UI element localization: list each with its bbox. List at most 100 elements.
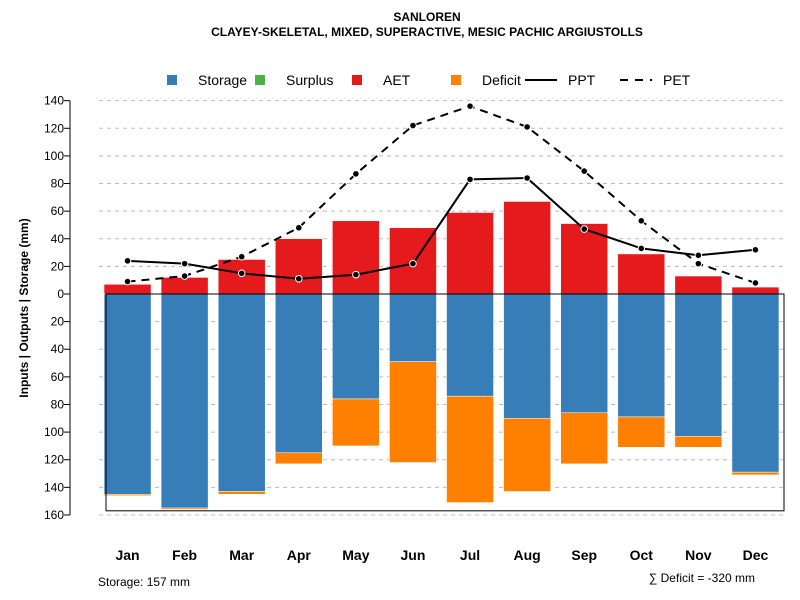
x-tick-label: Jun <box>401 547 426 563</box>
y-tick-label: 80 <box>51 177 65 191</box>
y-axis-label: Inputs | Outputs | Storage (mm) <box>17 218 31 397</box>
ppt-point <box>523 174 531 182</box>
x-tick-label: Apr <box>287 547 312 563</box>
y-tick-label: 140 <box>44 480 64 494</box>
storage-bar <box>674 293 723 437</box>
y-tick-label: 160 <box>44 508 64 522</box>
y-tick-label: 60 <box>51 370 65 384</box>
legend-swatch-deficit <box>451 75 461 85</box>
storage-bar <box>217 293 266 492</box>
deficit-bar <box>275 452 323 465</box>
deficit-bar <box>674 435 723 448</box>
y-tick-label: 80 <box>51 397 65 411</box>
legend-label-aet: AET <box>383 72 411 88</box>
storage-bar <box>389 293 437 362</box>
axes: 140 120 100 80 60 40 20 0 20 40 60 80 100 120 140 160 Ja… <box>44 94 769 563</box>
ppt-point <box>694 251 703 260</box>
x-tick-label: Jul <box>460 547 480 563</box>
storage-bar <box>617 293 666 418</box>
pet-point <box>123 277 132 286</box>
pet-point <box>409 121 417 130</box>
y-tick-label: 40 <box>51 342 65 356</box>
pet-point <box>352 170 360 178</box>
storage-bar <box>160 293 209 509</box>
legend-label-pet: PET <box>663 72 691 88</box>
legend-swatch-aet <box>352 75 362 85</box>
y-tick-label: 40 <box>51 232 65 246</box>
deficit-bar <box>731 471 780 476</box>
ppt-point <box>352 270 360 279</box>
pet-point <box>580 167 589 175</box>
chart-title: SANLOREN <box>393 10 460 24</box>
storage-bar <box>446 293 494 397</box>
lines <box>123 102 760 287</box>
x-tick-label: May <box>342 547 369 563</box>
deficit-sum-note: ∑ Deficit = -320 mm <box>649 571 755 585</box>
y-tick-label: 120 <box>44 121 64 135</box>
pet-point <box>637 217 646 225</box>
pet-line <box>127 105 756 284</box>
pet-point <box>466 102 474 110</box>
ppt-point <box>580 225 589 233</box>
aet-bar <box>674 275 723 295</box>
legend-swatch-storage <box>167 75 177 85</box>
ppt-point <box>237 269 246 278</box>
legend-label-deficit: Deficit <box>482 72 521 88</box>
x-tick-label: Feb <box>172 547 197 563</box>
pet-point <box>751 279 760 287</box>
y-tick-label: 0 <box>57 287 64 301</box>
storage-bar <box>275 293 323 454</box>
ppt-point <box>409 259 417 268</box>
ppt-point <box>180 259 189 268</box>
ppt-point <box>637 244 646 253</box>
legend-swatch-surplus <box>255 75 265 85</box>
aet-bar <box>503 201 551 295</box>
deficit-bar <box>103 493 152 496</box>
deficit-bar <box>446 395 494 503</box>
ppt-point <box>466 175 474 184</box>
x-tick-label: Jan <box>115 547 139 563</box>
storage-bar <box>731 293 780 473</box>
legend-label-storage: Storage <box>198 72 247 88</box>
deficit-bar <box>160 507 209 510</box>
y-tick-label: 20 <box>51 315 65 329</box>
storage-bar <box>560 293 608 414</box>
y-tick-label: 60 <box>51 204 65 218</box>
aet-bar <box>275 238 323 295</box>
aet-bar <box>103 284 152 295</box>
deficit-bar <box>389 361 437 463</box>
aet-bar <box>446 212 494 295</box>
x-tick-label: Sep <box>571 547 597 563</box>
x-tick-label: Aug <box>514 547 541 563</box>
pet-point <box>180 272 189 280</box>
pet-point <box>294 223 303 232</box>
aet-bar <box>617 253 666 295</box>
deficit-bar <box>617 416 666 448</box>
storage-bar <box>503 293 551 419</box>
deficit-bar <box>332 398 380 447</box>
pet-point <box>237 252 246 261</box>
pet-point <box>523 123 531 131</box>
aet-bar <box>332 220 380 295</box>
x-tick-label: Nov <box>685 547 712 563</box>
legend: Storage Surplus AET Deficit PPT PET <box>167 72 691 88</box>
deficit-bar <box>560 412 608 465</box>
pet-point <box>694 259 703 268</box>
x-tick-label: Dec <box>743 547 769 563</box>
legend-label-surplus: Surplus <box>286 72 333 88</box>
storage-bar <box>103 293 152 495</box>
ppt-point <box>294 275 303 283</box>
storage-bar <box>332 293 380 400</box>
x-tick-label: Mar <box>229 547 254 563</box>
deficit-bar <box>503 418 551 492</box>
x-tick-label: Oct <box>630 547 654 563</box>
ppt-point <box>751 246 760 254</box>
ppt-point <box>123 257 132 265</box>
grid <box>99 100 784 516</box>
legend-label-ppt: PPT <box>568 72 596 88</box>
y-tick-label: 20 <box>51 259 65 273</box>
chart-subtitle: CLAYEY-SKELETAL, MIXED, SUPERACTIVE, MES… <box>211 25 643 39</box>
y-tick-label: 100 <box>44 425 64 439</box>
y-tick-label: 100 <box>44 149 64 163</box>
